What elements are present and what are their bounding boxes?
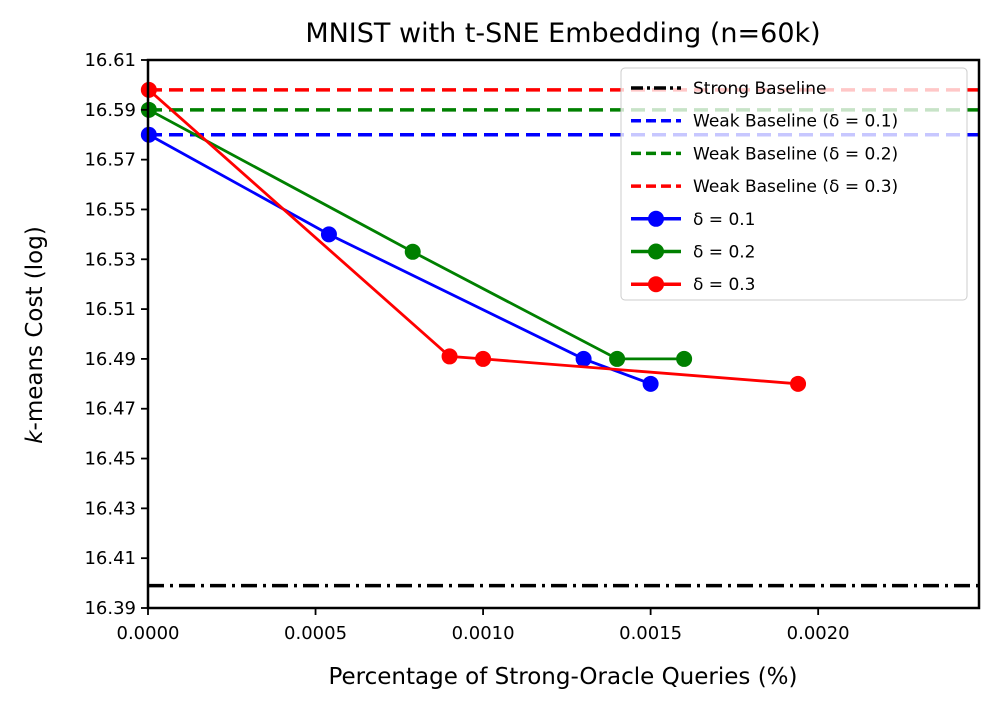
y-tick-label-7: 16.53 [84, 249, 136, 270]
series-0-point-3 [642, 375, 659, 392]
series-0-point-2 [575, 350, 592, 367]
legend-label-3: Weak Baseline (δ = 0.3) [693, 177, 898, 197]
x-tick-label-2: 0.0010 [452, 623, 515, 644]
legend-label-1: Weak Baseline (δ = 0.1) [693, 112, 898, 132]
legend-label-2: Weak Baseline (δ = 0.2) [693, 144, 898, 164]
y-tick-label-0: 16.39 [84, 598, 136, 619]
y-tick-label-3: 16.45 [84, 449, 136, 470]
y-tick-label-5: 16.49 [84, 349, 136, 370]
y-axis-label-rest: -means Cost (log) [22, 226, 48, 430]
legend-label-0: Strong Baseline [693, 79, 827, 99]
legend-box [620, 67, 968, 301]
series-2-point-2 [475, 350, 492, 367]
series-1-point-3 [676, 350, 693, 367]
series-2-point-1 [441, 348, 458, 365]
y-tick-label-10: 16.59 [84, 100, 136, 121]
legend: Strong Baseline Weak Baseline (δ = 0.1) We… [620, 67, 968, 301]
series-1-point-1 [404, 243, 421, 260]
y-tick-label-4: 16.47 [84, 399, 136, 420]
y-axis-label: k-means Cost (log) [22, 226, 48, 444]
x-tick-label-0: 0.0000 [117, 623, 180, 644]
series-2-point-3 [790, 375, 807, 392]
series-line-0 [148, 133, 652, 386]
series-line-1 [148, 108, 685, 361]
chart-title: MNIST with t-SNE Embedding (n=60k) [305, 18, 820, 49]
y-axis-label-italic: k [22, 429, 48, 444]
legend-marker-6 [648, 276, 664, 293]
y-tick-label-1: 16.41 [84, 548, 136, 569]
legend-marker-4 [648, 210, 664, 227]
x-tick-label-3: 0.0015 [619, 623, 682, 644]
y-tick-label-8: 16.55 [84, 199, 136, 220]
y-tick-label-11: 16.61 [84, 50, 136, 71]
x-tick-label-4: 0.0020 [787, 623, 850, 644]
legend-marker-5 [648, 243, 664, 260]
x-tick-label-1: 0.0005 [284, 623, 347, 644]
series-line-2 [147, 88, 799, 386]
series-0-point-1 [320, 226, 337, 243]
series-1-point-2 [609, 350, 626, 367]
y-tick-label-9: 16.57 [84, 150, 136, 171]
y-tick-label-2: 16.43 [84, 498, 136, 519]
y-tick-label-6: 16.51 [84, 299, 136, 320]
plot-area-frame [146, 58, 981, 610]
legend-label-4: δ = 0.1 [693, 210, 756, 230]
x-axis-label: Percentage of Strong-Oracle Queries (%) [328, 664, 797, 690]
legend-label-6: δ = 0.3 [693, 275, 756, 295]
legend-label-5: δ = 0.2 [693, 243, 756, 263]
